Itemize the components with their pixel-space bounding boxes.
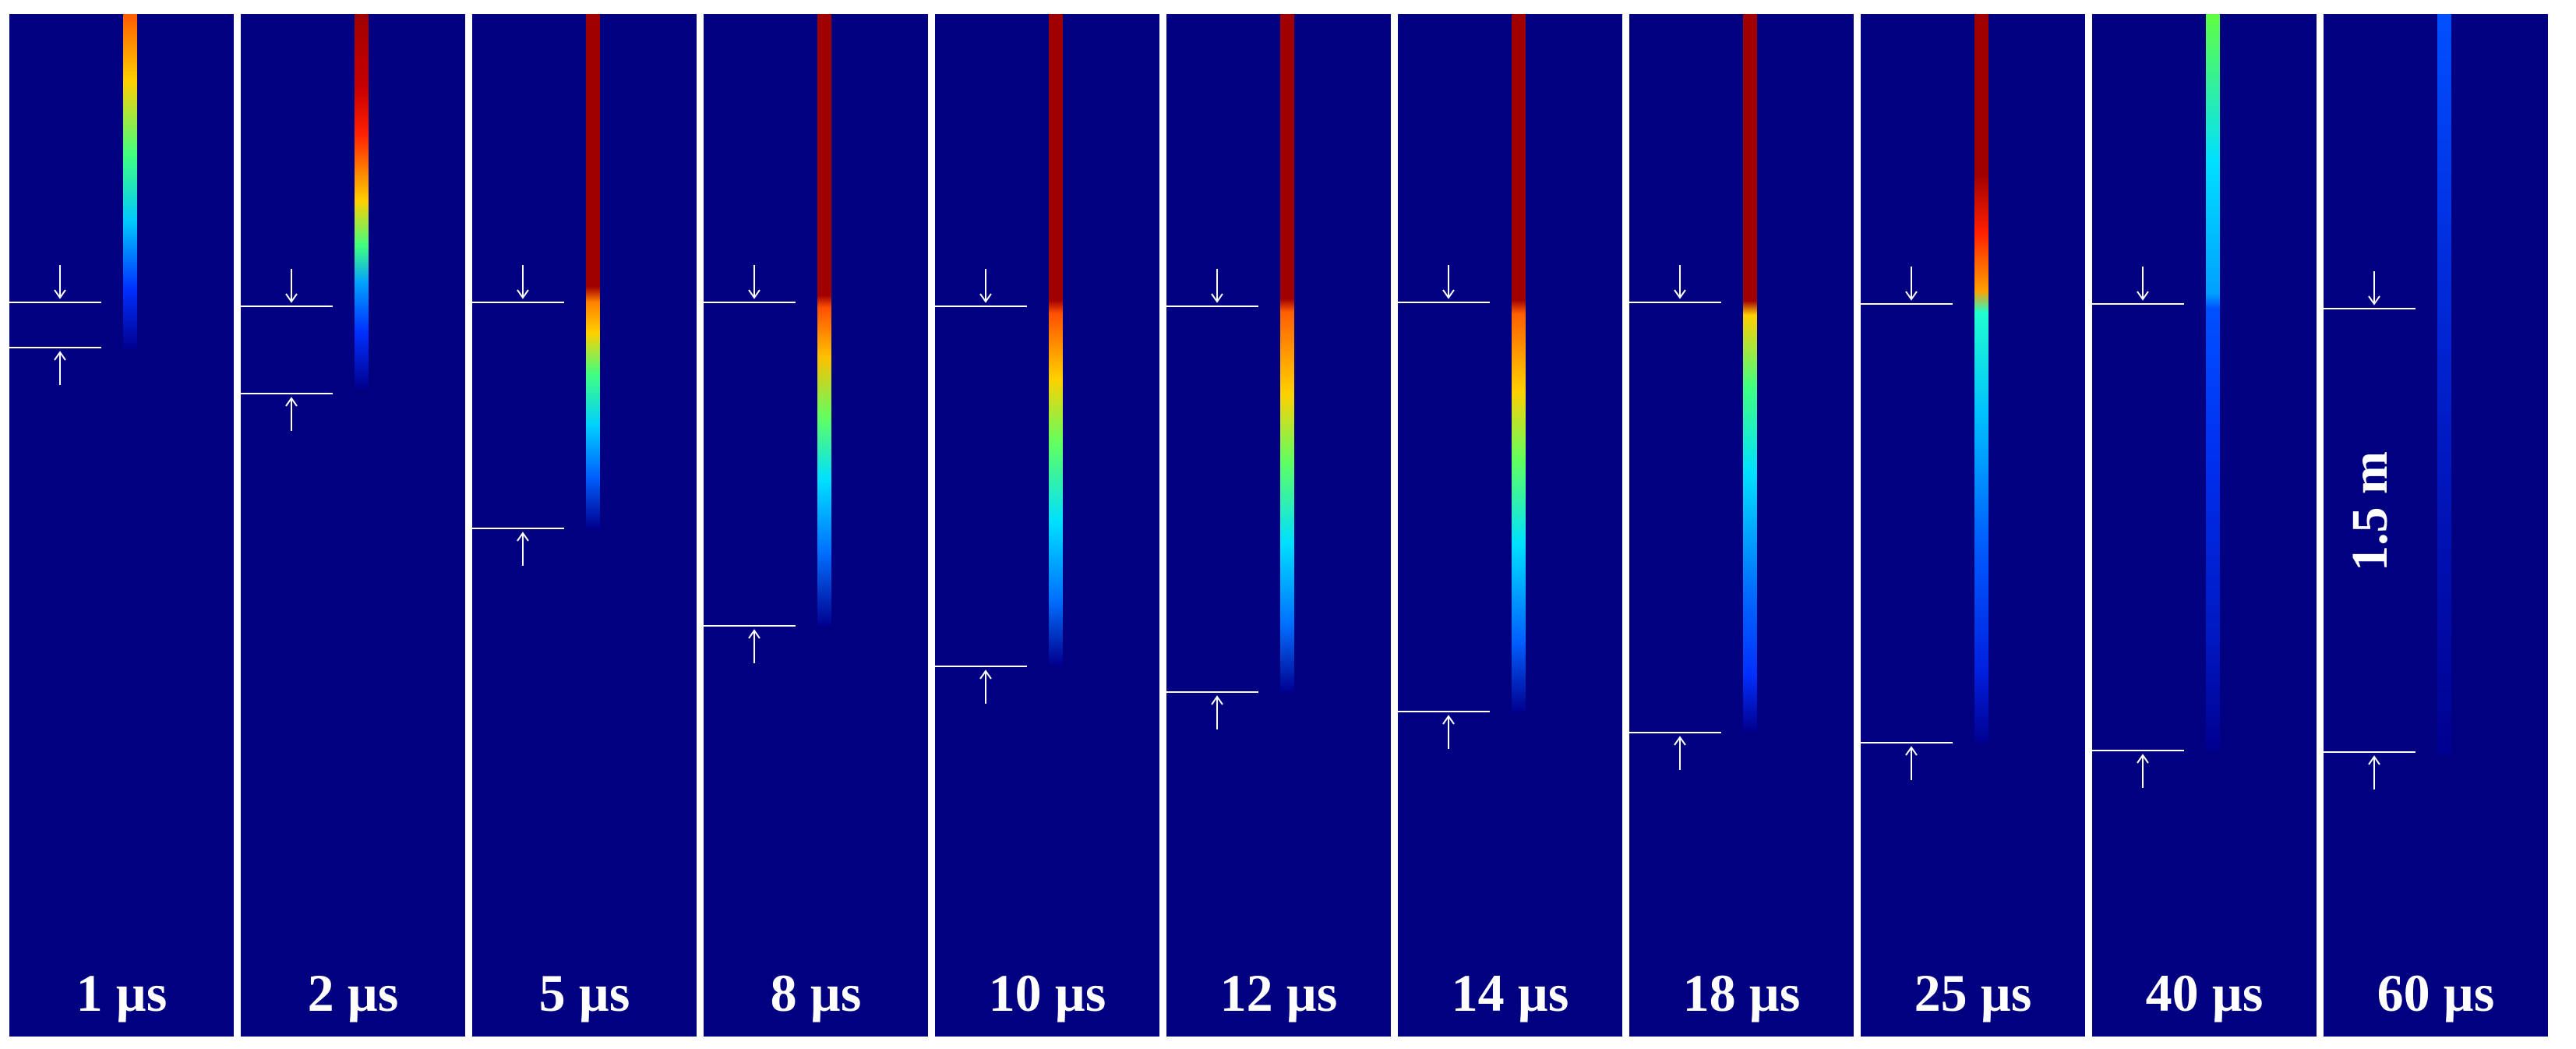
up-arrow-icon: [1674, 736, 1686, 770]
down-arrow-icon: [1674, 265, 1686, 299]
up-arrow-icon: [285, 397, 298, 431]
up-arrow-icon: [748, 629, 760, 663]
simulation-panel: 10 µs: [935, 14, 1159, 1037]
up-arrow-icon: [2368, 755, 2380, 789]
panel-graphic: [1166, 14, 1294, 729]
down-arrow-icon: [285, 269, 298, 303]
simulation-panel: 12 µs: [1166, 14, 1391, 1037]
time-label: 14 µs: [1451, 963, 1569, 1023]
panel-graphic: [1398, 14, 1526, 749]
simulation-panel: 14 µs: [1398, 14, 1622, 1037]
panel-graphic: [2324, 14, 2451, 789]
up-arrow-icon: [517, 532, 529, 566]
time-label: 12 µs: [1219, 963, 1338, 1023]
panel-graphic: [472, 14, 600, 566]
time-label: 18 µs: [1682, 963, 1801, 1023]
scale-label: 1.5 m: [2341, 451, 2398, 571]
discharge-streak: [1974, 14, 1988, 743]
simulation-panel: 18 µs: [1629, 14, 1854, 1037]
simulation-panel: 25 µs: [1861, 14, 2085, 1037]
up-arrow-icon: [1211, 695, 1223, 729]
time-label: 25 µs: [1914, 963, 2032, 1023]
discharge-streak: [123, 14, 137, 349]
down-arrow-icon: [979, 269, 992, 303]
down-arrow-icon: [1442, 265, 1455, 299]
discharge-streak: [1743, 14, 1757, 731]
time-label: 1 µs: [76, 963, 168, 1023]
up-arrow-icon: [54, 351, 66, 385]
down-arrow-icon: [2368, 271, 2380, 306]
discharge-streak: [586, 14, 600, 528]
down-arrow-icon: [748, 265, 760, 299]
panel-graphic: [935, 14, 1063, 704]
simulation-panel: 2 µs: [241, 14, 465, 1037]
time-label: 60 µs: [2377, 963, 2495, 1023]
down-arrow-icon: [1211, 269, 1223, 303]
down-arrow-icon: [2137, 267, 2149, 301]
discharge-streak: [817, 14, 831, 626]
discharge-streak: [2206, 14, 2220, 751]
simulation-panel: 40 µs: [2092, 14, 2317, 1037]
discharge-streak: [355, 14, 369, 388]
simulation-panel: 8 µs: [704, 14, 928, 1037]
panel-graphic: [2092, 14, 2220, 788]
time-label: 10 µs: [988, 963, 1106, 1023]
simulation-panel: 1.5 m 60 µs: [2324, 14, 2548, 1037]
time-label: 5 µs: [538, 963, 630, 1023]
discharge-streak: [1049, 14, 1063, 665]
time-label: 2 µs: [307, 963, 399, 1023]
time-label: 8 µs: [770, 963, 862, 1023]
up-arrow-icon: [1442, 715, 1455, 749]
down-arrow-icon: [517, 265, 529, 299]
simulation-panel: 5 µs: [472, 14, 697, 1037]
panel-graphic: [1861, 14, 1988, 780]
time-label: 40 µs: [2145, 963, 2264, 1023]
discharge-streak: [1512, 14, 1526, 712]
down-arrow-icon: [1905, 267, 1918, 301]
up-arrow-icon: [2137, 754, 2149, 788]
panel-graphic: [9, 14, 137, 385]
up-arrow-icon: [979, 669, 992, 704]
down-arrow-icon: [54, 265, 66, 299]
simulation-panel: 1 µs: [9, 14, 234, 1037]
panel-graphic: [704, 14, 831, 663]
panel-graphic: [1629, 14, 1757, 770]
panel-graphic: [241, 14, 369, 431]
up-arrow-icon: [1905, 746, 1918, 780]
discharge-streak: [2437, 14, 2451, 754]
discharge-streak: [1280, 14, 1294, 692]
